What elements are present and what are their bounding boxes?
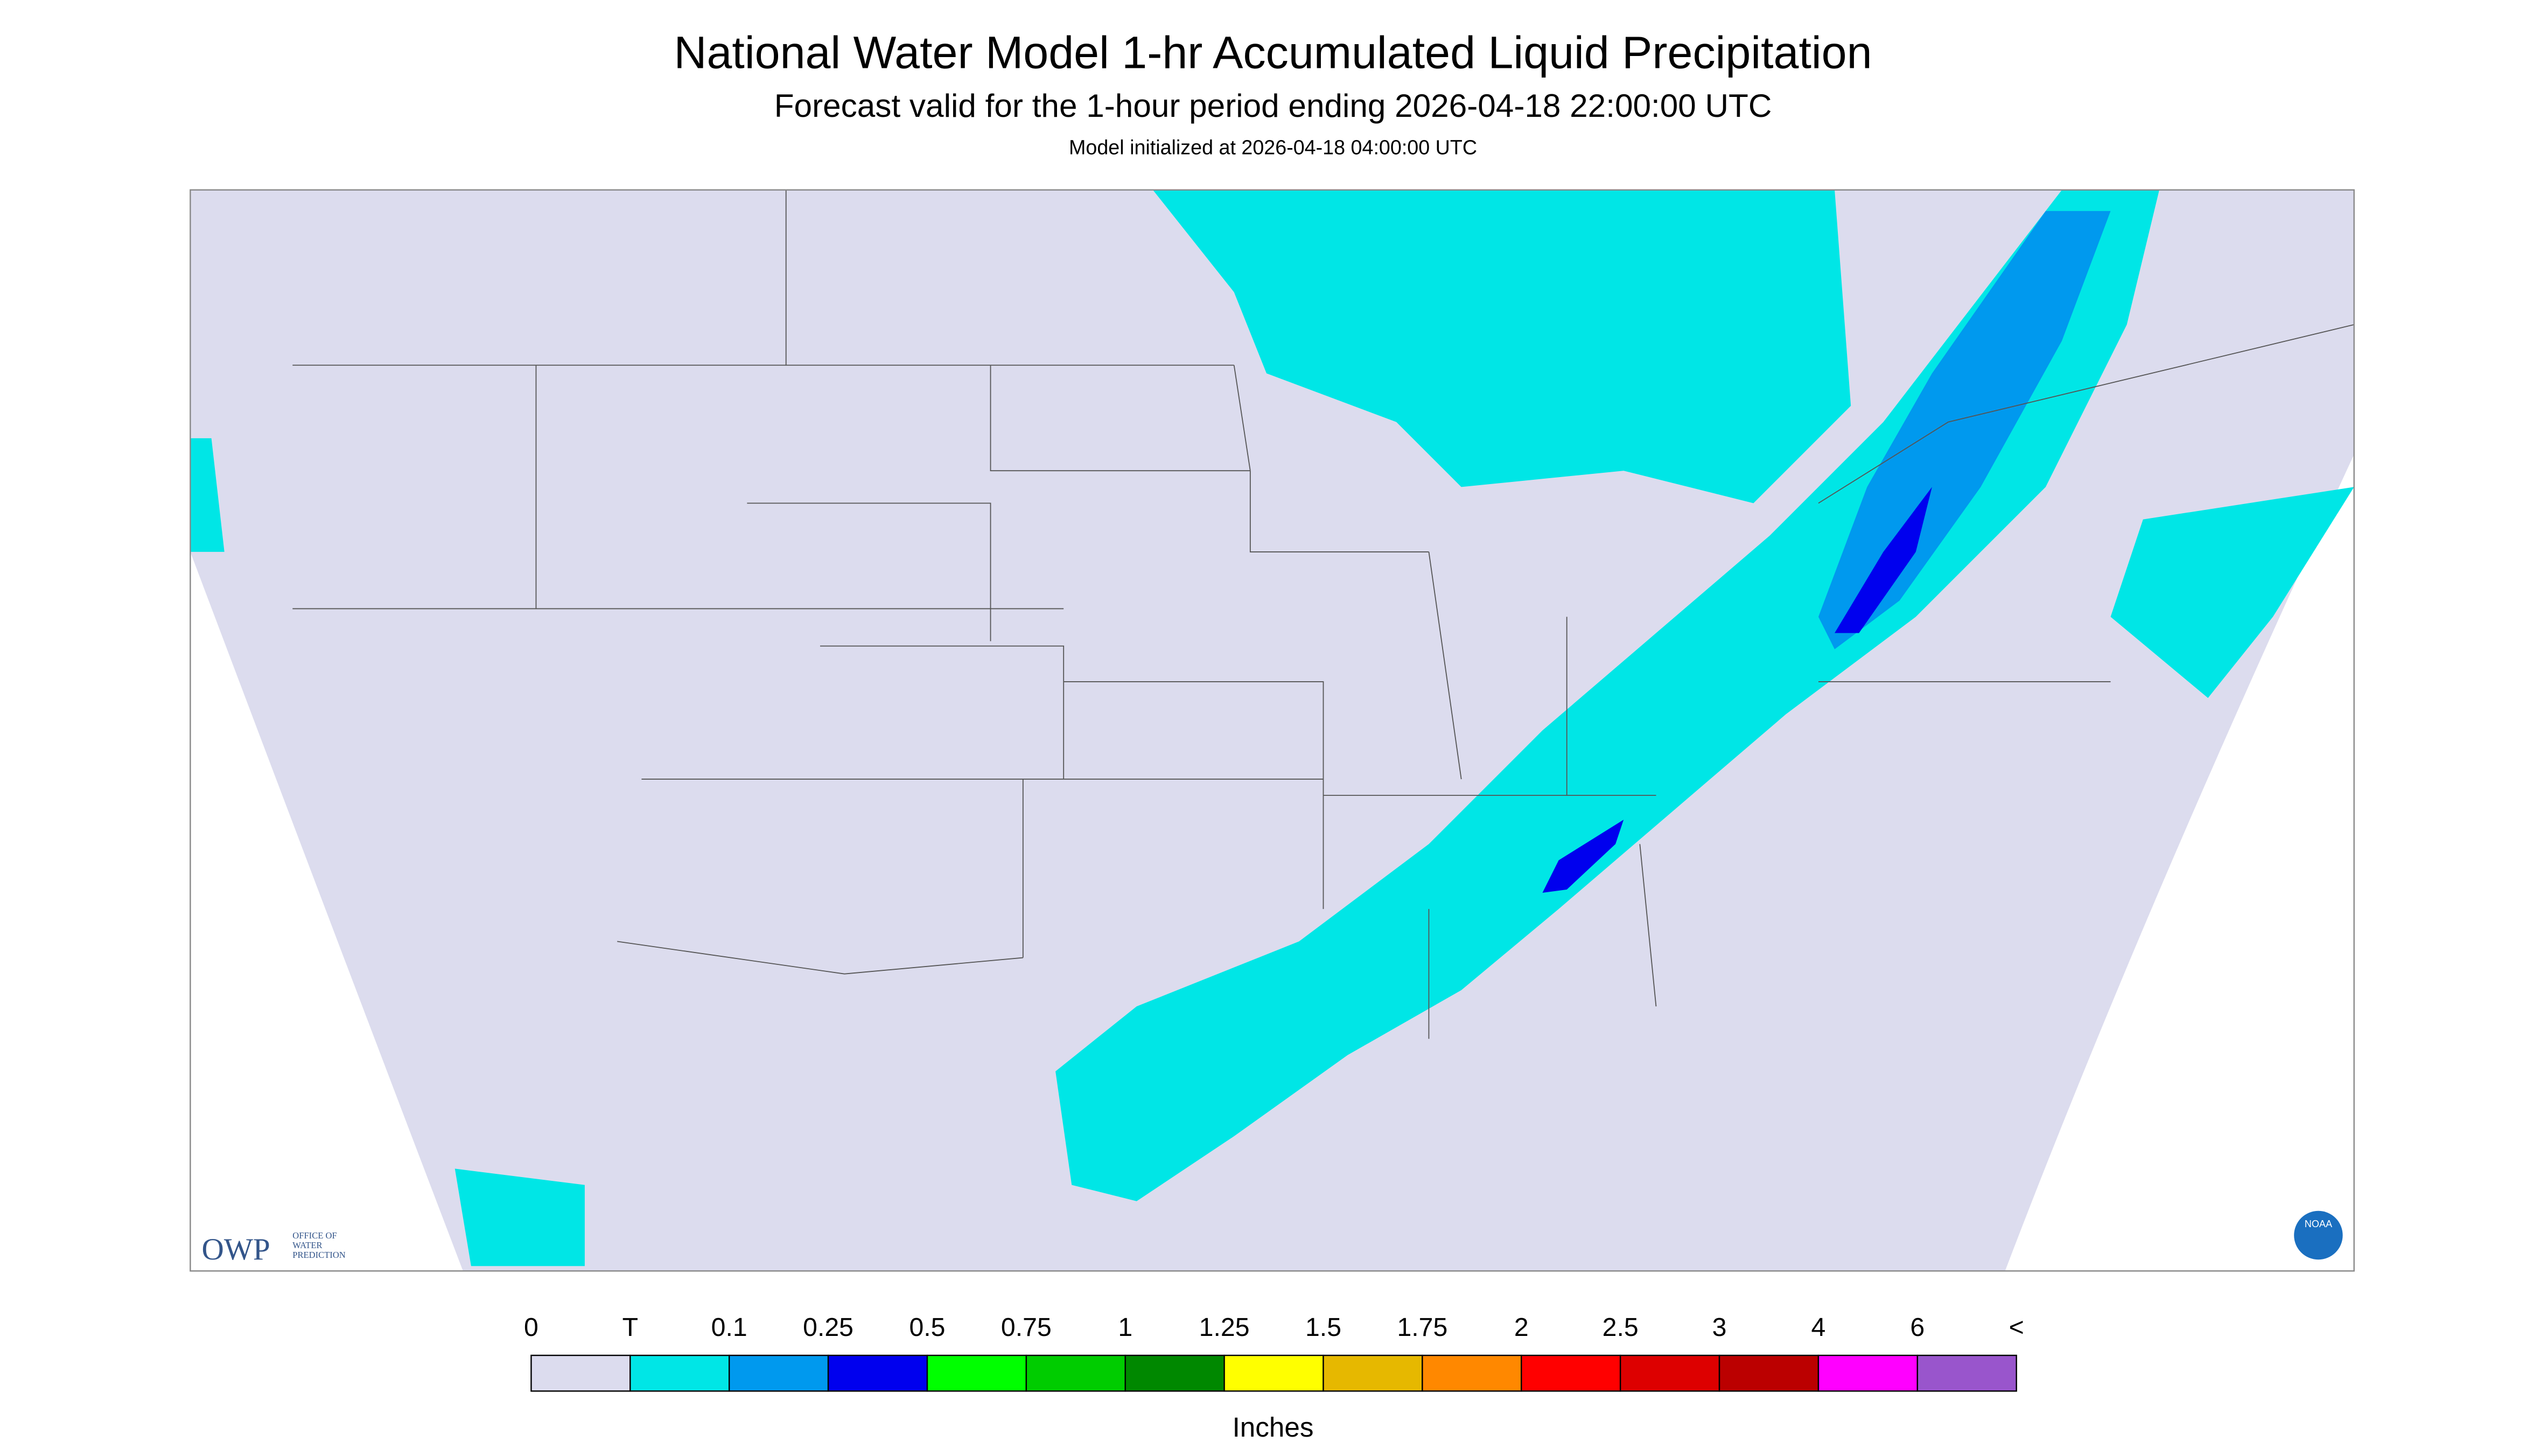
noaa-logo-text: NOAA xyxy=(2305,1219,2333,1229)
legend: 0 T 0.1 0.25 0.5 0.75 1 1.25 1.5 1.75 2 2.5 3 4 6 < xyxy=(524,1313,2024,1392)
legend-swatch xyxy=(1619,1354,1720,1392)
owp-logo: OWP xyxy=(201,1233,270,1266)
legend-label: 0 xyxy=(524,1313,538,1342)
legend-label: 1.25 xyxy=(1199,1313,1250,1342)
model-domain xyxy=(190,190,2354,1271)
owp-name: WATER xyxy=(292,1240,323,1250)
map-frame xyxy=(190,189,2355,1272)
owp-name: OFFICE OF xyxy=(292,1230,337,1241)
noaa-logo xyxy=(2294,1210,2343,1260)
legend-swatch xyxy=(926,1354,1027,1392)
precip-area xyxy=(2110,487,2354,698)
legend-swatch xyxy=(1025,1354,1126,1392)
legend-label: T xyxy=(622,1313,638,1342)
precip-area xyxy=(454,1168,585,1266)
legend-label: 1.5 xyxy=(1305,1313,1341,1342)
boundaries xyxy=(292,190,2354,1039)
legend-swatch xyxy=(1323,1354,1423,1392)
legend-label: 0.25 xyxy=(803,1313,853,1342)
legend-swatch xyxy=(1916,1354,2017,1392)
legend-swatch xyxy=(530,1354,631,1392)
precip-band xyxy=(1818,211,2111,649)
legend-swatch xyxy=(1422,1354,1522,1392)
legend-swatch xyxy=(1718,1354,1820,1392)
legend-label: 1.75 xyxy=(1397,1313,1447,1342)
legend-label: 2.5 xyxy=(1603,1313,1639,1342)
precip-area xyxy=(1152,190,1851,503)
title: National Water Model 1-hr Accumulated Li… xyxy=(674,27,1872,78)
owp-name: PREDICTION xyxy=(292,1250,345,1260)
legend-swatch xyxy=(1817,1354,1919,1392)
precip-core xyxy=(1835,487,1932,633)
legend-swatch xyxy=(1124,1354,1225,1392)
legend-unit: Inches xyxy=(1233,1412,1314,1443)
legend-label: 3 xyxy=(1712,1313,1727,1342)
map: OWP OFFICE OF WATER PREDICTION NOAA xyxy=(190,189,2355,1272)
init-time: Model initialized at 2026-04-18 04:00:00… xyxy=(1069,136,1477,158)
legend-swatch xyxy=(1223,1354,1324,1392)
legend-label: 0.5 xyxy=(909,1313,945,1342)
precip-core xyxy=(1542,820,1624,893)
legend-label: < xyxy=(2009,1313,2024,1342)
legend-swatch xyxy=(728,1354,829,1392)
legend-swatch xyxy=(1521,1354,1621,1392)
legend-swatch xyxy=(629,1354,730,1392)
legend-label: 0.75 xyxy=(1001,1313,1052,1342)
subtitle: Forecast valid for the 1-hour period end… xyxy=(774,87,1772,124)
legend-label: 2 xyxy=(1514,1313,1529,1342)
legend-label: 4 xyxy=(1811,1313,1826,1342)
legend-swatch xyxy=(827,1354,928,1392)
legend-label: 6 xyxy=(1910,1313,1925,1342)
precip-band xyxy=(1055,190,2159,1201)
legend-label: 0.1 xyxy=(711,1313,747,1342)
precip-area xyxy=(190,438,225,552)
legend-label: 1 xyxy=(1118,1313,1132,1342)
